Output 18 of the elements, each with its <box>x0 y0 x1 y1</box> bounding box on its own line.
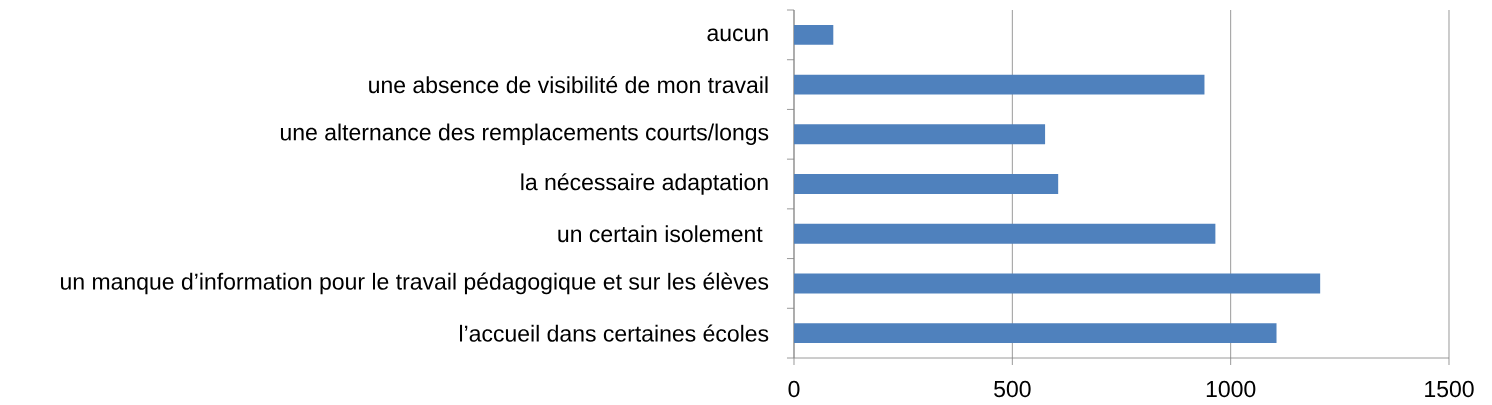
bar <box>794 223 1216 244</box>
bar <box>794 273 1321 294</box>
x-tick-label: 0 <box>788 380 800 398</box>
y-tick-label: la nécessaire adaptation <box>521 173 768 195</box>
y-tick-label: aucun <box>707 28 768 42</box>
bar <box>794 124 1046 145</box>
y-tick-label: une absence de visibilité de mon travail <box>369 76 768 94</box>
y-tick-label: l’accueil dans certaines écoles <box>460 324 769 342</box>
x-tick-label: 1500 <box>1425 380 1474 398</box>
bar <box>794 24 834 45</box>
bar <box>794 174 1059 194</box>
x-tick-label: 500 <box>994 380 1031 398</box>
bar <box>794 74 1205 95</box>
x-tick-label: 1000 <box>1206 380 1256 398</box>
y-tick-label: un manque d’information pour le travail pédagogique et sur les élèves <box>61 272 769 295</box>
y-tick-label: une alternance des remplacements courts/longs <box>280 123 769 146</box>
y-tick-label: un certain isolement <box>558 225 763 243</box>
bar <box>794 323 1277 344</box>
